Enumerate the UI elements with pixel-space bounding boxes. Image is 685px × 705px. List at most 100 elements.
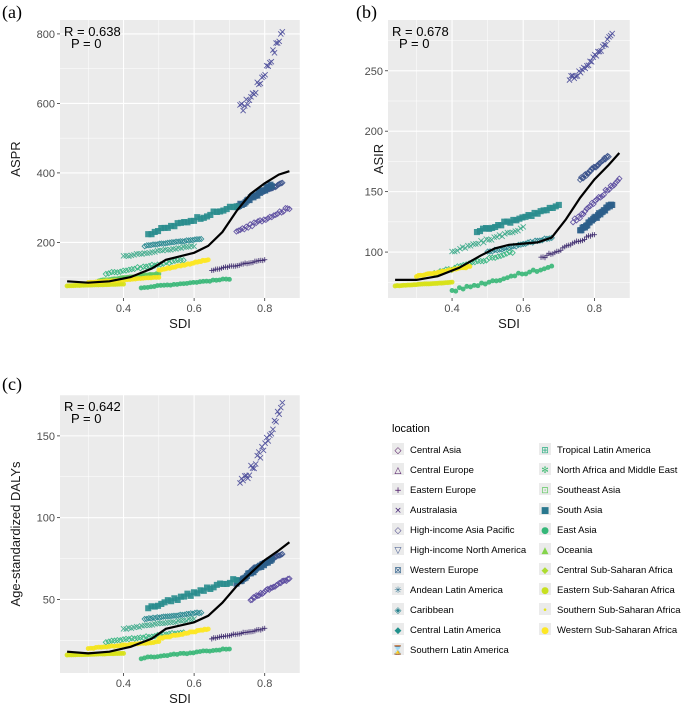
data-point (177, 257, 184, 264)
legend-item: ● East Asia (539, 523, 597, 536)
p-value: P = 0 (71, 36, 101, 51)
data-point (170, 245, 177, 252)
data-point (609, 30, 616, 37)
data-point (156, 240, 163, 247)
data-point (251, 594, 259, 601)
data-point (588, 58, 595, 65)
data-point (252, 461, 259, 467)
data-point (226, 276, 232, 282)
data-point (191, 243, 198, 250)
series-north-africa-and-middle-east (120, 242, 198, 260)
data-point (271, 49, 278, 56)
series-central-sub-saharan-africa (156, 626, 211, 642)
data-point (175, 245, 182, 251)
legend-key (392, 523, 404, 535)
data-point (612, 179, 620, 186)
data-point (457, 245, 463, 252)
x-tick-label: 0.8 (587, 303, 602, 315)
data-point (128, 265, 136, 273)
data-point (134, 634, 141, 642)
data-point (508, 243, 515, 250)
legend-key (392, 603, 404, 615)
x-tick-label: 0.6 (186, 678, 201, 690)
data-point (279, 28, 286, 35)
legend-item: ● Western Sub-Saharan Africa (539, 623, 678, 636)
data-point (195, 609, 203, 617)
y-tick-label: 150 (365, 187, 383, 199)
data-point (279, 179, 286, 187)
data-point (585, 203, 592, 211)
data-point (262, 257, 268, 263)
legend-symbol: ● (541, 526, 549, 536)
data-point (600, 191, 608, 199)
data-point (257, 454, 264, 461)
data-point (610, 181, 618, 189)
data-point (591, 232, 598, 238)
legend-label: Australasia (410, 505, 458, 516)
legend-label: High-income Asia Pacific (410, 525, 515, 536)
data-point (144, 622, 150, 629)
legend: location ◇ Central Asia △ Central Europe + Eas… (392, 423, 681, 656)
p-value: P = 0 (71, 411, 101, 426)
series-eastern-europe (209, 257, 268, 274)
legend-label: Tropical Latin America (557, 445, 651, 456)
data-point (279, 399, 286, 406)
legend-key (392, 543, 404, 555)
legend-key (539, 523, 551, 535)
data-point (247, 596, 254, 604)
series-australasia (566, 30, 616, 83)
data-point (512, 273, 518, 279)
legend-symbol: ◆ (395, 626, 402, 636)
legend-symbol: ● (541, 626, 549, 636)
data-point (252, 89, 259, 96)
x-tick-label: 0.8 (257, 678, 272, 690)
series-high-income-asia-pacific (233, 204, 293, 235)
legend-symbol: + (394, 486, 402, 496)
legend-key (392, 503, 404, 515)
data-point (467, 242, 474, 249)
data-point (140, 634, 147, 641)
data-point (244, 101, 251, 108)
data-point (504, 229, 511, 236)
data-point (566, 77, 573, 83)
data-point (237, 480, 243, 486)
legend-label: Central Europe (410, 465, 474, 476)
data-point (108, 637, 115, 644)
data-point (235, 227, 242, 234)
data-point (470, 241, 477, 248)
series-western-europe (577, 201, 616, 234)
legend-key (539, 503, 551, 515)
data-point (273, 418, 279, 425)
data-point (125, 266, 133, 274)
series-east-asia (138, 646, 232, 662)
data-point (581, 236, 588, 243)
series-western-sub-saharan-africa (64, 650, 126, 658)
series-central-sub-saharan-africa (156, 257, 211, 273)
legend-item: ◇ High-income Asia Pacific (392, 523, 515, 536)
x-axis-title: SDI (498, 316, 520, 331)
trend-line (395, 152, 621, 281)
legend-item: ▽ High-income North America (392, 543, 527, 556)
data-point (137, 265, 144, 272)
data-point (497, 252, 505, 260)
y-tick-label: 100 (37, 513, 55, 525)
data-point (605, 153, 612, 160)
legend-item: + Eastern Europe (392, 483, 476, 496)
data-point (467, 264, 473, 269)
data-point (276, 180, 284, 187)
data-point (595, 193, 602, 201)
p-value: P = 0 (399, 36, 429, 51)
data-point (119, 636, 127, 643)
series-eastern-europe (209, 625, 268, 642)
x-tick-label: 0.4 (444, 303, 459, 315)
legend-symbol: × (394, 506, 402, 516)
data-point (284, 575, 292, 583)
data-point (587, 58, 593, 65)
series-eastern-europe (538, 232, 598, 261)
legend-label: East Asia (557, 525, 597, 536)
y-axis-title: ASIR (371, 144, 386, 174)
legend-item: × Australasia (392, 503, 458, 516)
data-point (262, 216, 270, 224)
data-point (480, 239, 487, 246)
